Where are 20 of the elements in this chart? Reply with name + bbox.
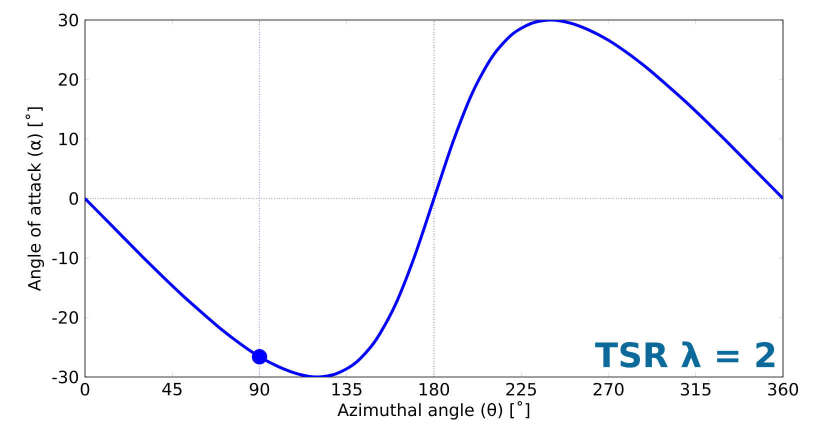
x-tick-label: 270 [594, 382, 624, 396]
x-tick-label: 360 [768, 382, 798, 396]
y-axis-title: Angle of attack (α) [˚] [26, 107, 44, 292]
x-tick-label: 135 [332, 382, 362, 396]
y-tick-label: 30 [58, 14, 78, 26]
x-tick-label: 315 [680, 382, 710, 396]
y-tick-label: -30 [52, 370, 78, 384]
y-tick-label: -10 [52, 252, 78, 264]
x-tick-label: 45 [162, 382, 182, 396]
x-tick-label: 0 [80, 382, 90, 396]
y-tick-label: -20 [52, 311, 78, 324]
x-axis-title: Azimuthal angle (θ) [˚] [337, 401, 530, 420]
y-tick-label: 20 [58, 73, 78, 86]
x-tick-label: 90 [250, 382, 270, 396]
annotation: TSR λ = 2 [595, 341, 774, 368]
line-series [85, 20, 784, 377]
y-tick-label: 0 [69, 192, 78, 205]
x-tick-label: 225 [506, 382, 536, 396]
y-tick-label: 10 [59, 132, 78, 146]
x-tick-label: 180 [420, 382, 450, 396]
